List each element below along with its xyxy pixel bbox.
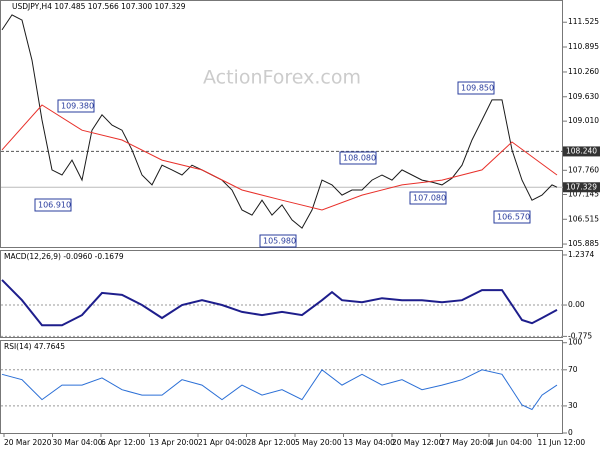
annotation-box [409, 191, 447, 205]
panel-title: USDJPY,H4 107.485 107.566 107.300 107.32… [12, 2, 186, 11]
x-tick-label: 28 Apr 12:00 [247, 438, 296, 447]
y-tick-label: 100 [568, 338, 583, 347]
level-label: 108.240 [566, 146, 597, 155]
x-tick-label: 13 Apr 20:00 [150, 438, 199, 447]
y-tick-label: 109.630 [568, 92, 599, 101]
y-tick-label: 110.260 [568, 67, 599, 76]
level-box [563, 146, 600, 157]
y-tick-label: 107.760 [568, 165, 599, 174]
annotation: 107.080 [413, 194, 446, 203]
annotation: 109.850 [461, 84, 494, 93]
annotation: 105.980 [263, 237, 296, 246]
x-tick-label: 11 Jun 12:00 [538, 438, 586, 447]
y-tick-label: 70 [568, 365, 578, 374]
annotation-box [57, 99, 95, 113]
y-tick-label: 107.145 [568, 189, 599, 198]
annotation-box [34, 198, 72, 212]
x-tick-label: 27 May 20:00 [441, 438, 493, 447]
y-tick-label: 0 [568, 428, 573, 437]
last-label: 107.329 [566, 182, 597, 191]
macd-frame [0, 250, 563, 338]
y-tick-label: -0.775 [568, 331, 592, 340]
annotation-box [259, 234, 297, 248]
x-tick-label: 13 May 04:00 [344, 438, 396, 447]
watermark: ActionForex.com [203, 67, 361, 89]
x-tick-label: 30 Mar 04:00 [53, 438, 103, 447]
annotation-box [493, 210, 531, 224]
x-tick-label: 6 Apr 12:00 [101, 438, 145, 447]
y-tick-label: 1.2374 [568, 250, 594, 259]
x-tick-label: 20 Mar 2020 [4, 438, 52, 447]
series-line [1, 104, 558, 211]
annotation: 106.910 [38, 201, 71, 210]
y-tick-label: 105.885 [568, 239, 599, 248]
y-tick-label: 111.525 [568, 17, 599, 26]
y-tick-label: 0.00 [568, 300, 585, 309]
annotation: 106.570 [497, 213, 530, 222]
x-tick-label: 4 Jun 04:00 [489, 438, 532, 447]
y-tick-label: 106.515 [568, 214, 599, 223]
y-tick-label: 109.010 [568, 116, 599, 125]
x-tick-label: 5 May 20:00 [295, 438, 342, 447]
panel-title: RSI(14) 47.7645 [4, 342, 65, 351]
series-line [1, 279, 558, 327]
annotation: 108.080 [343, 154, 376, 163]
annotation: 109.380 [61, 102, 94, 111]
annotation-box [339, 151, 377, 165]
series-line [1, 369, 558, 411]
panel-title: MACD(12,26,9) -0.0960 -0.1679 [4, 252, 124, 261]
y-tick-label: 30 [568, 401, 578, 410]
series-line [1, 14, 558, 229]
y-tick-label: 110.895 [568, 42, 599, 51]
x-tick-label: 21 Apr 04:00 [198, 438, 247, 447]
rsi-frame [0, 340, 563, 434]
x-tick-label: 20 May 12:00 [392, 438, 444, 447]
last-box [563, 182, 600, 193]
annotation-box [457, 81, 495, 95]
main-frame [0, 0, 563, 248]
